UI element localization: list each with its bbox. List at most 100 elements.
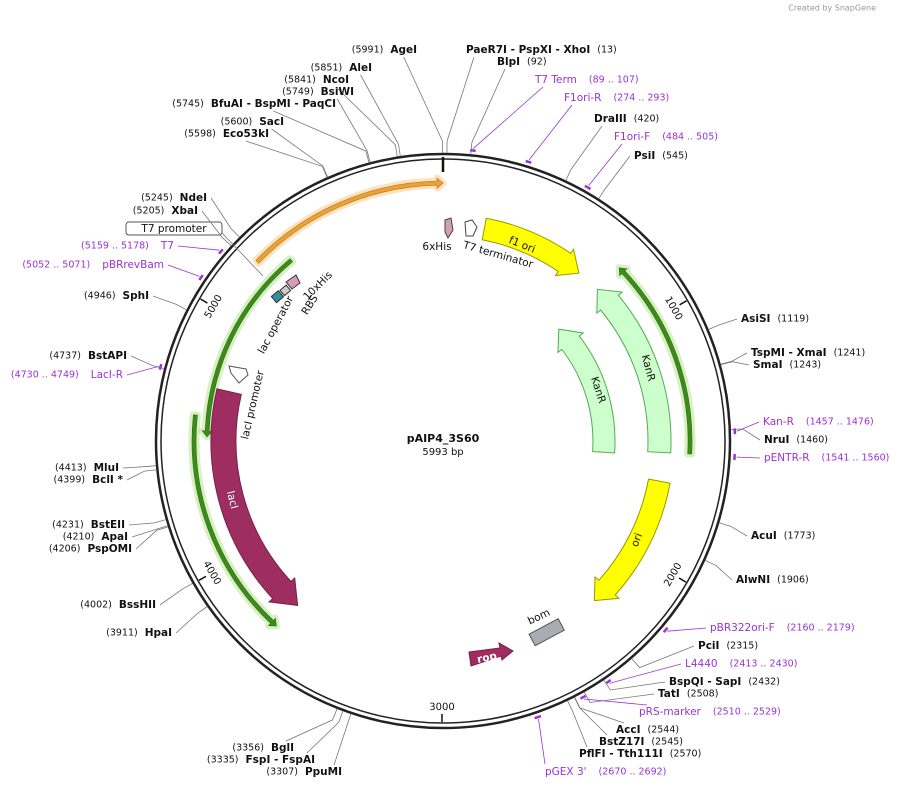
- feature-arrow: [210, 388, 299, 606]
- primer-site: [470, 149, 476, 153]
- enzyme-position: (5991): [352, 45, 384, 56]
- feature-arc: [201, 258, 294, 438]
- enzyme-position: (545): [662, 151, 688, 162]
- enzyme-name: BstEII: [91, 519, 125, 531]
- enzyme-position: (4737): [49, 351, 81, 362]
- enzyme-name: PflFI - Tth111I: [579, 748, 663, 760]
- enzyme-connector: [306, 710, 344, 754]
- enzyme-position: (5745): [172, 99, 204, 110]
- primer-range: (484 .. 505): [662, 132, 718, 143]
- enzyme-name: TatI: [658, 688, 680, 700]
- enzyme-position: (4946): [84, 291, 116, 302]
- enzyme-position: (1119): [777, 314, 809, 325]
- feature-arc: [255, 177, 444, 264]
- enzyme-position: (2432): [748, 677, 780, 688]
- enzyme-connector: [631, 645, 695, 669]
- ruler-tick: [679, 300, 687, 306]
- enzyme-connector: [122, 465, 157, 469]
- primer-range: (2670 .. 2692): [599, 767, 667, 778]
- primer-range: (2510 .. 2529): [713, 707, 781, 718]
- enzyme-connector: [720, 352, 748, 365]
- primer-connector: [177, 245, 220, 251]
- primer-name: LacI-R: [91, 369, 123, 381]
- ruler-label: 4000: [201, 559, 223, 587]
- enzyme-connector: [126, 469, 157, 481]
- plasmid-name: pAIP4_3S60: [407, 432, 480, 445]
- enzyme-name: SacI: [259, 116, 284, 128]
- primer-connector: [736, 456, 761, 459]
- primer-range: (2160 .. 2179): [787, 623, 855, 634]
- feature-label: 6xHis: [422, 241, 451, 253]
- feature-arc: [191, 414, 277, 627]
- enzyme-position: (5245): [141, 193, 173, 204]
- primer-name: T7: [160, 240, 174, 252]
- feature-label: T7 promoter: [140, 223, 207, 235]
- enzyme-connector: [470, 68, 506, 155]
- enzyme-position: (4399): [54, 475, 86, 486]
- enzyme-position: (3356): [232, 743, 264, 754]
- ruler-tick: [198, 575, 207, 581]
- primer-site: [158, 363, 163, 371]
- enzyme-connector: [598, 155, 631, 199]
- primer-range: (1457 .. 1476): [806, 417, 874, 428]
- enzyme-position: (5851): [311, 63, 343, 74]
- enzyme-connector: [403, 56, 443, 153]
- primer-name: L4440: [685, 658, 718, 670]
- primer-name: F1ori-R: [564, 92, 601, 104]
- enzyme-name: NdeI: [180, 192, 207, 204]
- primer-range: (5052 .. 5071): [22, 260, 90, 271]
- feature-arrow: [481, 217, 580, 277]
- primer-connector: [472, 86, 544, 149]
- primer-site: [662, 626, 669, 634]
- enzyme-name: PciI: [698, 640, 719, 652]
- enzyme-position: (2545): [651, 737, 683, 748]
- enzyme-name: NcoI: [323, 74, 349, 86]
- enzyme-name: BspQI - SapI: [669, 676, 741, 688]
- enzyme-position: (13): [597, 45, 617, 56]
- enzyme-position: (3911): [106, 628, 138, 639]
- enzyme-name: MluI: [94, 462, 119, 474]
- enzyme-connector: [152, 295, 187, 311]
- enzyme-position: (2315): [726, 641, 758, 652]
- enzyme-position: (1243): [790, 360, 822, 371]
- rop-arrow: [468, 642, 514, 667]
- enzyme-position: (3307): [266, 767, 298, 778]
- primer-site: [525, 159, 532, 164]
- lac-operator: [270, 290, 285, 304]
- enzyme-connector: [360, 74, 401, 157]
- enzyme-connector: [271, 128, 329, 178]
- enzyme-connector: [210, 197, 240, 238]
- enzyme-position: (1460): [796, 435, 828, 446]
- enzyme-name: BclI *: [92, 474, 123, 486]
- enzyme-name: AgeI: [390, 44, 417, 56]
- primer-range: (5159 .. 5178): [81, 241, 149, 252]
- feature-label: ori: [629, 531, 645, 548]
- feature-arrow: [557, 328, 616, 454]
- primer-site: [198, 274, 204, 281]
- enzyme-name: PpuMI: [305, 766, 342, 778]
- enzyme-name: PspOMI: [87, 543, 132, 555]
- enzyme-position: (5205): [133, 206, 165, 217]
- enzyme-position: (4206): [49, 544, 81, 555]
- primer-name: pRS-marker: [639, 706, 702, 718]
- enzyme-position: (4002): [80, 600, 112, 611]
- ruler-tick: [678, 577, 687, 583]
- primer-connector: [583, 698, 648, 706]
- enzyme-position: (4231): [52, 520, 84, 531]
- ruler-label: 2000: [662, 561, 684, 589]
- enzyme-connector: [131, 525, 168, 538]
- primer-site: [534, 714, 542, 720]
- enzyme-name: AlwNI: [736, 574, 770, 586]
- primer-connector: [538, 719, 546, 765]
- primer-range: (274 .. 293): [613, 93, 669, 104]
- primer-range: (89 .. 107): [589, 75, 639, 86]
- feature-arrow: [593, 478, 671, 602]
- ruler-tick: [200, 298, 208, 304]
- lacI-promoter-arrow: [228, 365, 249, 384]
- primer-name: T7 Term: [534, 74, 577, 86]
- enzyme-name: NruI: [764, 434, 789, 446]
- primer-name: pENTR-R: [764, 452, 810, 464]
- enzyme-name: AleI: [349, 62, 372, 74]
- enzyme-connector: [567, 700, 588, 748]
